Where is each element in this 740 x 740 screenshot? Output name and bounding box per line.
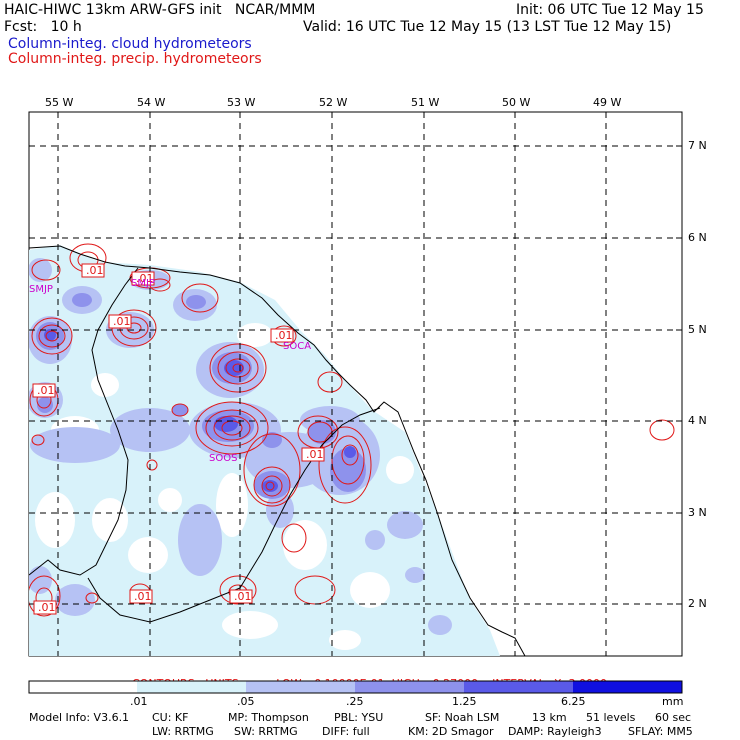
field-precip-hydrometeors: Column-integ. precip. hydrometeors [8, 51, 262, 67]
border-suriname-guyane [29, 267, 139, 576]
colorbar-swatch-1 [137, 681, 246, 693]
valid-time: Valid: 16 UTC Tue 12 May 15 (13 LST Tue … [303, 19, 672, 35]
lat-label: 6 N [688, 231, 707, 244]
model-info: 51 levels [586, 711, 636, 724]
station-label: SMJP [29, 284, 53, 295]
colorbar-swatch-0 [29, 681, 137, 693]
model-info: SFLAY: MM5 [628, 725, 693, 738]
lon-label: 54 W [137, 96, 166, 109]
lon-label: 49 W [593, 96, 622, 109]
model-info: 60 sec [655, 711, 692, 724]
model-info: KM: 2D Smagor [408, 725, 494, 738]
field-cloud-hydrometeors: Column-integ. cloud hydrometeors [8, 36, 252, 52]
lat-label: 4 N [688, 414, 707, 427]
coastline [29, 245, 526, 656]
contour-label-boxes [32, 263, 325, 615]
model-info: PBL: YSU [334, 711, 384, 724]
plot-title: HAIC-HIWC 13km ARW-GFS init NCAR/MMM [4, 2, 316, 18]
colorbar-tick: .05 [237, 695, 255, 708]
station-label: SOOS [209, 453, 238, 464]
colorbar-tick: .25 [346, 695, 364, 708]
colorbar-tick: 6.25 [561, 695, 586, 708]
model-info: SF: Noah LSM [425, 711, 500, 724]
model-info: CU: KF [152, 711, 189, 724]
model-info: LW: RRTMG [152, 725, 214, 738]
colorbar-tick: 1.25 [452, 695, 477, 708]
model-info: SW: RRTMG [234, 725, 298, 738]
lat-label: 3 N [688, 506, 707, 519]
colorbar-tick: .01 [130, 695, 148, 708]
forecast-hour: Fcst: 10 h [4, 19, 82, 35]
lat-label: 2 N [688, 597, 707, 610]
contour-label: .01 [275, 329, 293, 342]
colorbar-swatch-4 [464, 681, 573, 693]
lat-label: 7 N [688, 139, 707, 152]
colorbar-units: mm [662, 695, 684, 708]
station-label: SMJP [131, 278, 155, 289]
model-info: DIFF: full [322, 725, 370, 738]
lon-label: 53 W [227, 96, 256, 109]
colorbar-frame [28, 680, 683, 694]
lon-label: 52 W [319, 96, 348, 109]
coastlines-borders [29, 245, 526, 656]
contour-label: .01 [306, 448, 324, 461]
contour-label: .01 [134, 590, 152, 603]
model-info: MP: Thompson [228, 711, 309, 724]
contour-label: .01 [113, 315, 131, 328]
border-guyane-brazil [87, 407, 381, 623]
lat-label: 5 N [688, 323, 707, 336]
contour-label: .01 [234, 590, 252, 603]
model-info: DAMP: Rayleigh3 [508, 725, 602, 738]
contour-label: .01 [136, 272, 154, 285]
colorbar-swatch-5 [573, 681, 682, 693]
colorbar-swatch-2 [246, 681, 355, 693]
lat-lon-grid [29, 112, 682, 656]
contour-label: .01 [38, 601, 56, 614]
axis-ticks [57, 112, 682, 605]
init-time: Init: 06 UTC Tue 12 May 15 [516, 2, 704, 18]
contour-label: .01 [86, 264, 104, 277]
model-info: 13 km [532, 711, 567, 724]
station-label: SOCA [283, 341, 312, 352]
contour-label: .01 [37, 384, 55, 397]
lon-label: 51 W [411, 96, 440, 109]
model-info: Model Info: V3.6.1 [29, 711, 130, 724]
lon-label: 55 W [45, 96, 74, 109]
colorbar-swatch-3 [355, 681, 464, 693]
lon-label: 50 W [502, 96, 531, 109]
